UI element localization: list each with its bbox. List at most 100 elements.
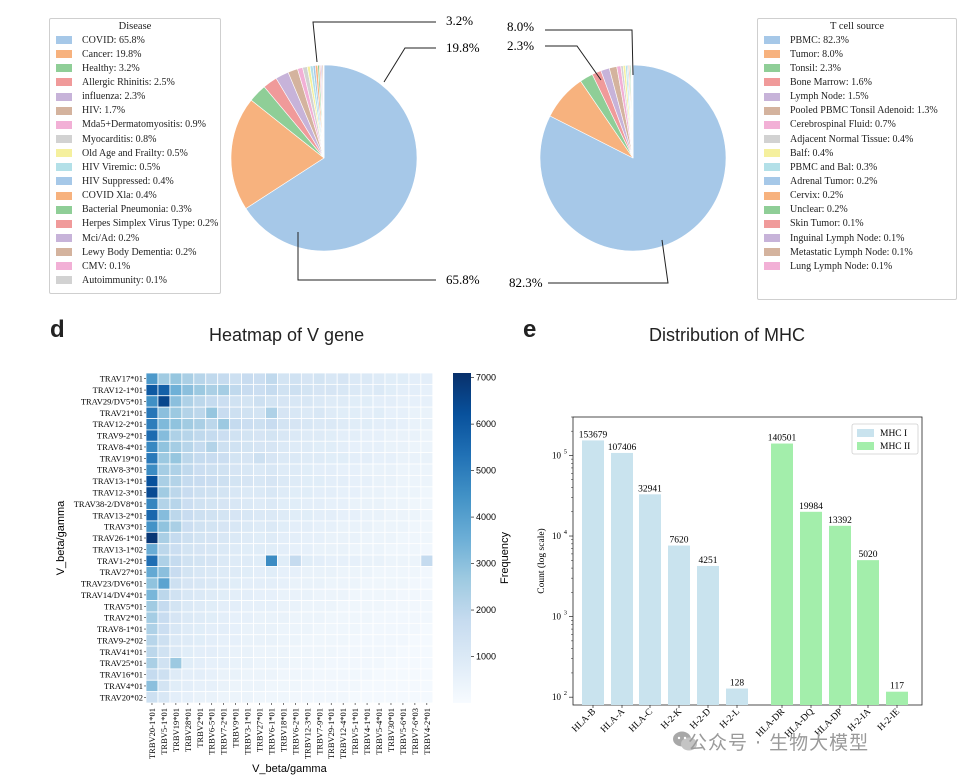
heatmap-col-label: TRBV3-1*01	[243, 708, 253, 755]
legend-item: Healthy: 3.2%	[56, 61, 214, 75]
legend-item: Adrenal Tumor: 0.2%	[764, 174, 950, 188]
panel-letter-e: e	[523, 316, 537, 343]
legend-swatch	[764, 177, 780, 186]
heatmap-row-label: TRAV13-1*01	[93, 476, 143, 486]
heatmap-col-label: TRBV7-9*01	[314, 708, 324, 755]
colorbar-tick-label: 5000	[476, 466, 496, 476]
legend-swatch	[56, 106, 72, 115]
legend-label: Lewy Body Dementia: 0.2%	[82, 246, 197, 258]
bar-value-label: 5020	[859, 550, 878, 560]
legend-item: Herpes Simplex Virus Type: 0.2%	[56, 217, 218, 231]
legend-swatch	[764, 135, 780, 144]
wechat-icon	[673, 731, 697, 751]
legend-swatch	[56, 36, 72, 45]
heatmap-row-label: TRAV17*01	[100, 374, 143, 384]
legend-item: Inguinal Lymph Node: 0.1%	[764, 231, 950, 245]
bar-value-label: 107406	[608, 443, 637, 453]
heatmap-col-label: TRBV5-1*01	[350, 708, 360, 755]
legend-item: Mda5+Dermatomyositis: 0.9%	[56, 118, 214, 132]
bar-y-tick-exponent: 5	[564, 448, 567, 455]
heatmap-col-label: TRBV27*01	[255, 708, 265, 752]
heatmap-row-label: TRAV41*01	[100, 647, 143, 657]
legend-item: Autoimmunity: 0.1%	[56, 273, 214, 287]
legend-label: Adrenal Tumor: 0.2%	[790, 175, 878, 187]
bar-legend-swatch	[857, 429, 874, 437]
legend-label: HIV: 1.7%	[82, 105, 126, 117]
legend-item: Cervix: 0.2%	[764, 189, 950, 203]
legend-swatch	[56, 191, 72, 200]
legend-swatch	[56, 50, 72, 59]
legend-swatch	[56, 177, 72, 186]
callout-disease-3: 65.8%	[446, 272, 480, 287]
legend-label: Bacterial Pneumonia: 0.3%	[82, 204, 192, 216]
bar-title: Distribution of MHC	[649, 325, 806, 345]
legend-label: Lymph Node: 1.5%	[790, 91, 869, 103]
heatmap-title: Heatmap of V gene	[209, 325, 365, 345]
heatmap-row-label: TRAV2*01	[104, 613, 143, 623]
heatmap-row-label: TRAV9-2*02	[97, 635, 143, 645]
heatmap-row-label: TRAV38-2/DV8*01	[74, 499, 143, 509]
heatmap-ylabel: V_beta/gamma	[55, 500, 67, 575]
bar	[886, 691, 908, 705]
legend-swatch	[56, 92, 72, 101]
colorbar-tick-label: 2000	[476, 605, 496, 615]
heatmap-col-label: TRBV7-6*03	[410, 708, 420, 755]
legend-item: Lewy Body Dementia: 0.2%	[56, 245, 214, 259]
legend-label: Tonsil: 2.3%	[790, 62, 841, 74]
legend-label: HIV Viremic: 0.5%	[82, 161, 161, 173]
pie-tcell	[539, 64, 727, 252]
legend-swatch	[764, 36, 780, 45]
pie-disease	[230, 64, 418, 252]
legend-item: COVID Xla: 0.4%	[56, 189, 214, 203]
legend-label: Autoimmunity: 0.1%	[82, 274, 167, 286]
legend-swatch	[56, 205, 72, 214]
callout-tcell-2: 2.3%	[507, 38, 534, 53]
legend-swatch	[764, 92, 780, 101]
heatmap-row-label: TRAV21*01	[100, 408, 143, 418]
legend-label: Tumor: 8.0%	[790, 48, 843, 60]
heatmap-row-label: TRAV1-2*01	[97, 556, 143, 566]
legend-label: Lung Lymph Node: 0.1%	[790, 260, 893, 272]
legend-item: HIV Viremic: 0.5%	[56, 160, 214, 174]
legend-item: Myocarditis: 0.8%	[56, 132, 214, 146]
legend-swatch	[764, 262, 780, 271]
legend-label: Healthy: 3.2%	[82, 62, 140, 74]
bar-category-label: HLA-B	[571, 707, 599, 735]
legend-item: Unclear: 0.2%	[764, 203, 950, 217]
heatmap-row-label: TRAV13-2*01	[93, 510, 143, 520]
legend-swatch	[764, 120, 780, 129]
heatmap-row-label: TRAV29/DV5*01	[81, 396, 143, 406]
legend-item: PBMC: 82.3%	[764, 33, 950, 47]
bar-category-label: H-2-IE	[876, 707, 902, 733]
legend-swatch	[56, 219, 72, 228]
bar-category-label: HLA-A	[599, 707, 627, 735]
bar	[800, 511, 822, 705]
bar	[829, 525, 851, 705]
heatmap-row-label: TRAV4*01	[104, 681, 143, 691]
heatmap-col-label: TRBV28*01	[183, 708, 193, 752]
colorbar	[453, 373, 471, 703]
legend-label: COVID Xla: 0.4%	[82, 190, 157, 202]
legend-swatch	[56, 163, 72, 172]
heatmap-row-label: TRAV25*01	[100, 658, 143, 668]
heatmap-col-label: TRBV9*01	[231, 708, 241, 748]
callout-disease-2: 19.8%	[446, 40, 480, 55]
bar	[697, 565, 719, 705]
bar-value-label: 117	[890, 682, 904, 692]
legend-item: Old Age and Frailty: 0.5%	[56, 146, 214, 160]
legend-label: Inguinal Lymph Node: 0.1%	[790, 232, 905, 244]
colorbar-tick-label: 7000	[476, 373, 496, 383]
bar	[726, 688, 748, 705]
colorbar-tick-label: 3000	[476, 559, 496, 569]
bar-y-tick-label: 10	[552, 450, 562, 460]
legend-item: Cancer: 19.8%	[56, 47, 214, 61]
legend-swatch	[56, 262, 72, 271]
legend-swatch	[764, 78, 780, 87]
bar-legend-swatch	[857, 442, 874, 450]
legend-label: CMV: 0.1%	[82, 260, 131, 272]
callouts-disease	[297, 21, 436, 281]
legend-item: Allergic Rhinitis: 2.5%	[56, 75, 214, 89]
legend-label: Adjacent Normal Tissue: 0.4%	[790, 133, 914, 145]
